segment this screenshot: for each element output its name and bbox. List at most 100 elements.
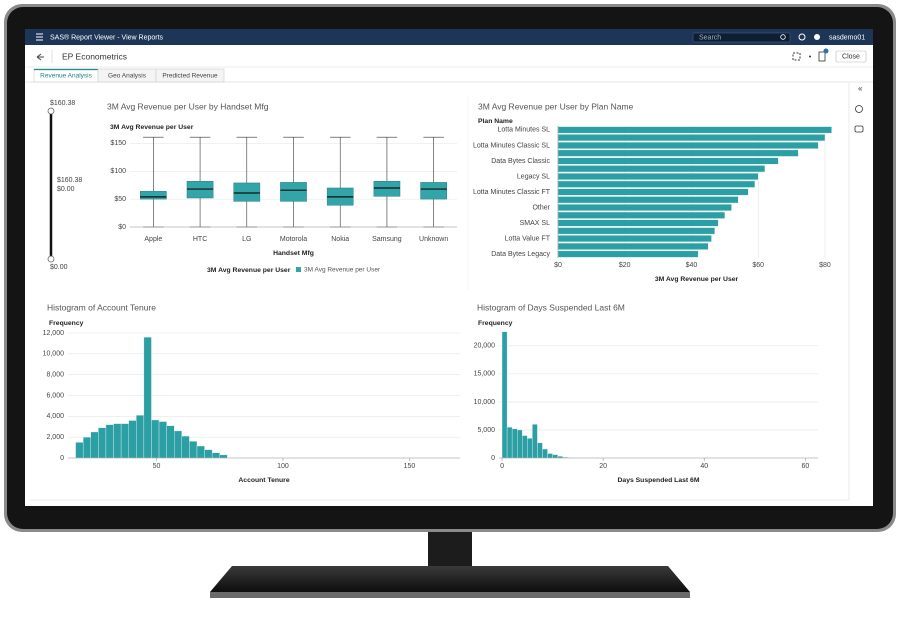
comments-icon[interactable] bbox=[854, 125, 864, 133]
y-axis-title: 3M Avg Revenue per User bbox=[110, 124, 194, 131]
x-tick-label: 20 bbox=[599, 463, 607, 470]
menu-icon[interactable] bbox=[36, 33, 43, 41]
histogram-bar bbox=[506, 426, 513, 459]
bar bbox=[557, 149, 799, 157]
slider-upper-value: $160.38 bbox=[57, 177, 82, 184]
x-tick-label: 0 bbox=[500, 463, 504, 470]
user-name[interactable]: sasdemo01 bbox=[829, 34, 865, 41]
x-tick-label: Samsung bbox=[372, 236, 402, 243]
close-button[interactable] bbox=[835, 50, 867, 63]
x-axis-title: Account Tenure bbox=[238, 477, 289, 484]
y-tick-label: 10,000 bbox=[43, 351, 65, 358]
fullscreen-icon[interactable] bbox=[792, 52, 801, 61]
x-axis-title: Handset Mfg bbox=[273, 250, 314, 257]
bar bbox=[557, 134, 826, 142]
monitor-base-edge bbox=[210, 592, 690, 598]
x-tick-label: $80 bbox=[819, 262, 831, 269]
monitor-neck bbox=[428, 528, 472, 566]
bar bbox=[557, 141, 819, 149]
histogram-bar bbox=[158, 421, 167, 459]
collapse-icon[interactable]: « bbox=[858, 84, 863, 93]
bar bbox=[557, 165, 766, 173]
y-tick-label: 5,000 bbox=[477, 427, 495, 434]
y-tick-label: Legacy SL bbox=[517, 173, 550, 180]
tab-label[interactable]: Predicted Revenue bbox=[162, 73, 218, 80]
histogram-bar bbox=[143, 336, 152, 459]
range-slider-handle[interactable] bbox=[47, 255, 55, 263]
histogram-bar bbox=[527, 438, 533, 459]
y-tick-label: Data Bytes Legacy bbox=[491, 251, 550, 258]
y-tick-label: Lotta Minutes Classic SL bbox=[473, 142, 550, 149]
histogram-bar bbox=[90, 431, 99, 459]
chart-title: 3M Avg Revenue per User by Handset Mfg bbox=[107, 101, 269, 111]
chart-title: Histogram of Days Suspended Last 6M bbox=[477, 302, 625, 312]
histogram-bar bbox=[189, 441, 198, 459]
help-icon[interactable] bbox=[814, 34, 820, 40]
app-title: SAS® Report Viewer - View Reports bbox=[50, 33, 164, 41]
histogram-bar bbox=[136, 415, 145, 459]
histogram-bar bbox=[204, 449, 213, 459]
y-tick-label: 8,000 bbox=[46, 372, 64, 379]
bar bbox=[557, 219, 719, 227]
histogram-bar bbox=[219, 454, 228, 459]
y-tick-label: 0 bbox=[491, 455, 495, 462]
range-slider-handle[interactable] bbox=[47, 107, 55, 115]
box bbox=[233, 182, 261, 202]
notes-icon[interactable] bbox=[818, 51, 826, 62]
tab[interactable] bbox=[155, 68, 225, 83]
y-axis-title: Plan Name bbox=[478, 118, 513, 125]
y-tick-label: Lotta Minutes Classic FT bbox=[473, 189, 551, 196]
y-tick-label: 2,000 bbox=[46, 434, 64, 441]
bar bbox=[557, 204, 732, 211]
search-box[interactable] bbox=[692, 32, 791, 43]
histogram-bar bbox=[113, 423, 122, 459]
histogram-bar bbox=[181, 435, 190, 459]
report-title: EP Econometrics bbox=[62, 51, 127, 61]
bar bbox=[557, 173, 759, 180]
histogram-bar bbox=[98, 427, 107, 459]
histogram-bar bbox=[151, 419, 160, 459]
histogram-bar bbox=[501, 331, 508, 459]
x-axis-title: 3M Avg Revenue per User bbox=[655, 276, 739, 283]
info-icon[interactable] bbox=[855, 105, 863, 113]
y-tick-label: $150 bbox=[110, 140, 126, 147]
y-tick-label: Lotta Value FT bbox=[505, 235, 551, 242]
histogram-bar bbox=[547, 453, 553, 459]
close-label[interactable]: Close bbox=[842, 54, 860, 61]
x-tick-label: HTC bbox=[193, 236, 207, 243]
tab-label[interactable]: Revenue Analysis bbox=[40, 73, 92, 80]
histogram-bar bbox=[511, 428, 518, 459]
x-tick-label: $60 bbox=[752, 262, 764, 269]
legend-title: 3M Avg Revenue per User bbox=[207, 267, 291, 274]
y-tick-label: 10,000 bbox=[474, 399, 496, 406]
x-tick-label: $0 bbox=[554, 262, 562, 269]
histogram-bar bbox=[166, 425, 175, 459]
y-tick-label: $0 bbox=[118, 224, 126, 231]
histogram-bar bbox=[120, 423, 129, 459]
back-icon[interactable] bbox=[36, 53, 44, 61]
search-icon[interactable] bbox=[780, 34, 786, 40]
bar bbox=[557, 227, 716, 235]
x-tick-label: 50 bbox=[153, 463, 161, 470]
tab-label[interactable]: Geo Analysis bbox=[108, 73, 147, 80]
x-axis-title: Days Suspended Last 6M bbox=[618, 477, 700, 484]
bar bbox=[557, 157, 779, 165]
x-tick-label: LG bbox=[242, 236, 251, 243]
histogram-bar bbox=[542, 448, 548, 459]
settings-icon[interactable] bbox=[798, 33, 806, 41]
bar bbox=[557, 180, 756, 188]
more-icon[interactable] bbox=[809, 55, 811, 58]
histogram-bar bbox=[532, 424, 538, 459]
y-tick-label: $50 bbox=[114, 196, 126, 203]
y-tick-label: 0 bbox=[60, 455, 64, 462]
y-tick-label: 6,000 bbox=[46, 392, 64, 399]
histogram-bar bbox=[552, 454, 558, 459]
x-tick-label: Nokia bbox=[331, 236, 349, 243]
x-tick-label: $40 bbox=[686, 262, 698, 269]
slider-max-label: $160.38 bbox=[50, 100, 75, 107]
histogram-bar bbox=[128, 420, 137, 459]
slider-lower-value: $0.00 bbox=[57, 186, 75, 193]
y-tick-label: 4,000 bbox=[46, 413, 64, 420]
box bbox=[420, 182, 447, 200]
